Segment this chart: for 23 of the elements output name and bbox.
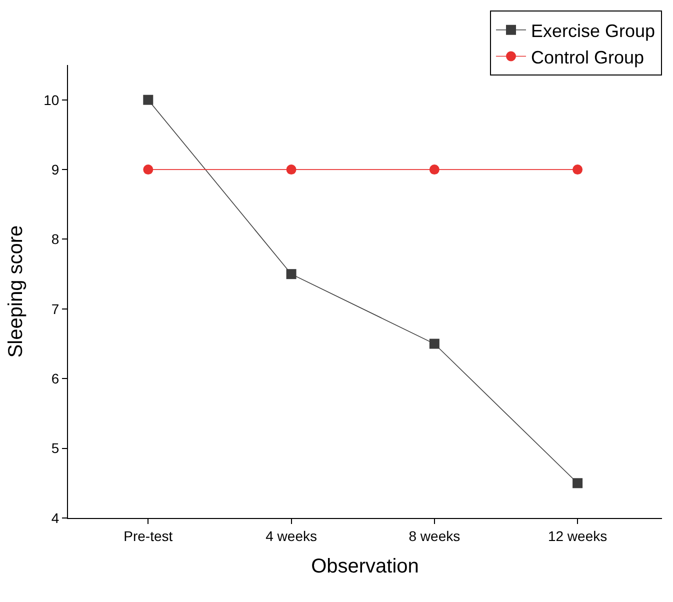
y-tick-label: 8 — [51, 231, 60, 248]
point — [429, 338, 440, 349]
point — [143, 94, 154, 105]
x-tick-label: 12 weeks — [548, 528, 608, 544]
x-tick-label: 8 weeks — [408, 528, 460, 544]
y-axis-title: Sleeping score — [5, 225, 28, 358]
point — [286, 269, 296, 280]
point — [286, 164, 296, 175]
y-tick-label: 9 — [51, 161, 60, 178]
y-tick-label: 4 — [51, 510, 60, 526]
legend-label: Control Group — [531, 47, 644, 68]
point — [572, 478, 583, 488]
legend-label: Exercise Group — [531, 20, 656, 41]
point — [429, 164, 440, 175]
x-axis-title: Observation — [311, 555, 419, 578]
point — [143, 164, 154, 175]
x-tick-label: 4 weeks — [266, 528, 317, 544]
y-tick-label: 5 — [51, 440, 60, 456]
y-tick-label: 10 — [44, 92, 60, 108]
y-tick-label: 6 — [51, 370, 60, 387]
y-tick-label: 7 — [51, 300, 60, 317]
point — [572, 164, 583, 175]
x-tick-label: Pre-test — [124, 528, 173, 544]
